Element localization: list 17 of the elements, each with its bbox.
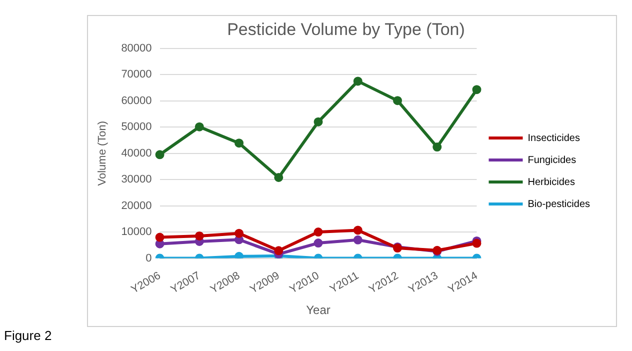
legend-label: Fungicides: [528, 154, 576, 166]
y-tick-label: 80000: [121, 42, 152, 54]
y-tick-label: 40000: [121, 147, 152, 160]
chart-title: Pesticide Volume by Type (Ton): [227, 20, 465, 39]
y-tick-label: 70000: [121, 68, 152, 81]
legend-label: Bio-pesticides: [528, 198, 590, 210]
legend-label: Herbicides: [528, 176, 575, 188]
y-tick-label: 20000: [121, 200, 152, 212]
y-tick-label: 60000: [121, 94, 152, 107]
y-tick-label: 0: [146, 252, 152, 264]
legend-label: Insecticides: [528, 132, 580, 144]
y-tick-label: 50000: [121, 121, 152, 134]
x-axis-title: Year: [306, 303, 330, 318]
y-tick-label: 10000: [121, 226, 152, 238]
y-tick-label: 30000: [121, 174, 152, 186]
y-axis-title: Volume (Ton): [96, 120, 109, 186]
caption: Figure 2: [4, 328, 52, 343]
